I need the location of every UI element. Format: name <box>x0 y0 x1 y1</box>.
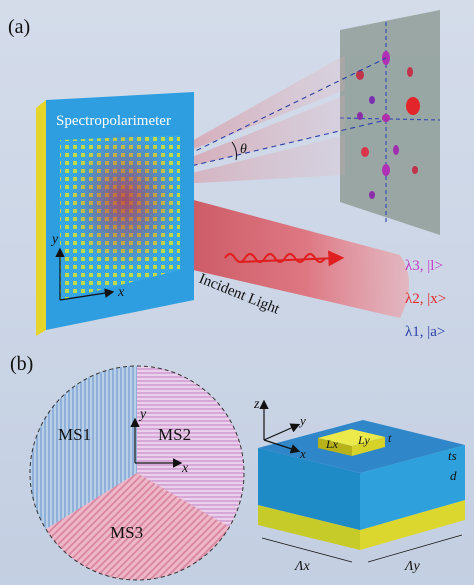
unit-cell <box>258 420 465 550</box>
period-x-dimension-line <box>261 537 353 563</box>
unit-y-axis-arrow-icon <box>263 423 301 441</box>
dim-ly: Ly <box>357 433 370 447</box>
axis-y-label: y <box>50 232 59 247</box>
dim-t: t <box>388 431 392 445</box>
spot <box>361 147 369 157</box>
ms1-label: MS1 <box>58 425 91 444</box>
panel-b-label: (b) <box>10 353 33 375</box>
legend-lambda3: λ3, |l> <box>405 258 443 274</box>
dim-d: d <box>450 468 457 483</box>
antenna-right-face <box>352 437 385 456</box>
device-substrate-side <box>36 100 46 336</box>
dim-lx: Lx <box>325 437 339 451</box>
projection-screen <box>340 10 440 235</box>
spacer-left-face <box>258 448 360 530</box>
angle-arc <box>231 141 237 161</box>
spot <box>382 114 390 122</box>
spot <box>406 97 420 115</box>
wavelength-legend: λ3, |l> λ2, |x> λ1, |a> <box>405 258 446 340</box>
legend-lambda1: λ1, |a> <box>405 324 445 340</box>
period-y-dimension-line <box>367 534 463 563</box>
spot <box>382 164 390 176</box>
axis-x-label: x <box>117 285 125 300</box>
unit-x-axis-arrow-icon <box>263 439 301 454</box>
ms3-label: MS3 <box>110 523 143 542</box>
spot <box>357 112 363 120</box>
unit-y-label: y <box>298 413 306 428</box>
x-axis-arrow-icon <box>59 288 115 301</box>
spot <box>393 145 399 155</box>
b-axis-x-label: x <box>181 461 189 476</box>
spot <box>407 67 413 77</box>
screen-axis-horizontal <box>339 117 441 121</box>
unit-x-label: x <box>299 446 306 461</box>
dim-period-y: Λy <box>403 559 420 574</box>
substrate-right-face <box>360 500 465 550</box>
angle-label: θ <box>240 142 247 157</box>
substrate-left-face <box>258 505 360 550</box>
antenna-top <box>318 429 385 446</box>
device-title: Spectropolarimeter <box>56 113 171 129</box>
spot <box>369 96 375 104</box>
unit-z-label: z <box>253 397 260 412</box>
region-boundary <box>29 365 245 581</box>
spacer-right-face <box>360 445 465 530</box>
dim-period-x: Λx <box>293 559 310 574</box>
ms2-label: MS2 <box>158 425 191 444</box>
spot <box>369 191 375 199</box>
antenna-left-face <box>318 438 352 456</box>
spot <box>412 166 418 174</box>
b-axis-y-label: y <box>138 407 147 422</box>
beam-axis-line <box>139 119 387 179</box>
panel-a-label: (a) <box>8 16 30 38</box>
screen-spots <box>356 51 420 199</box>
dim-ts: ts <box>448 448 457 463</box>
spot <box>356 70 364 80</box>
incident-beam <box>150 195 409 318</box>
beam-spot <box>70 130 180 270</box>
legend-lambda2: λ2, |x> <box>405 291 446 307</box>
propagation-arrow-icon <box>239 250 345 267</box>
